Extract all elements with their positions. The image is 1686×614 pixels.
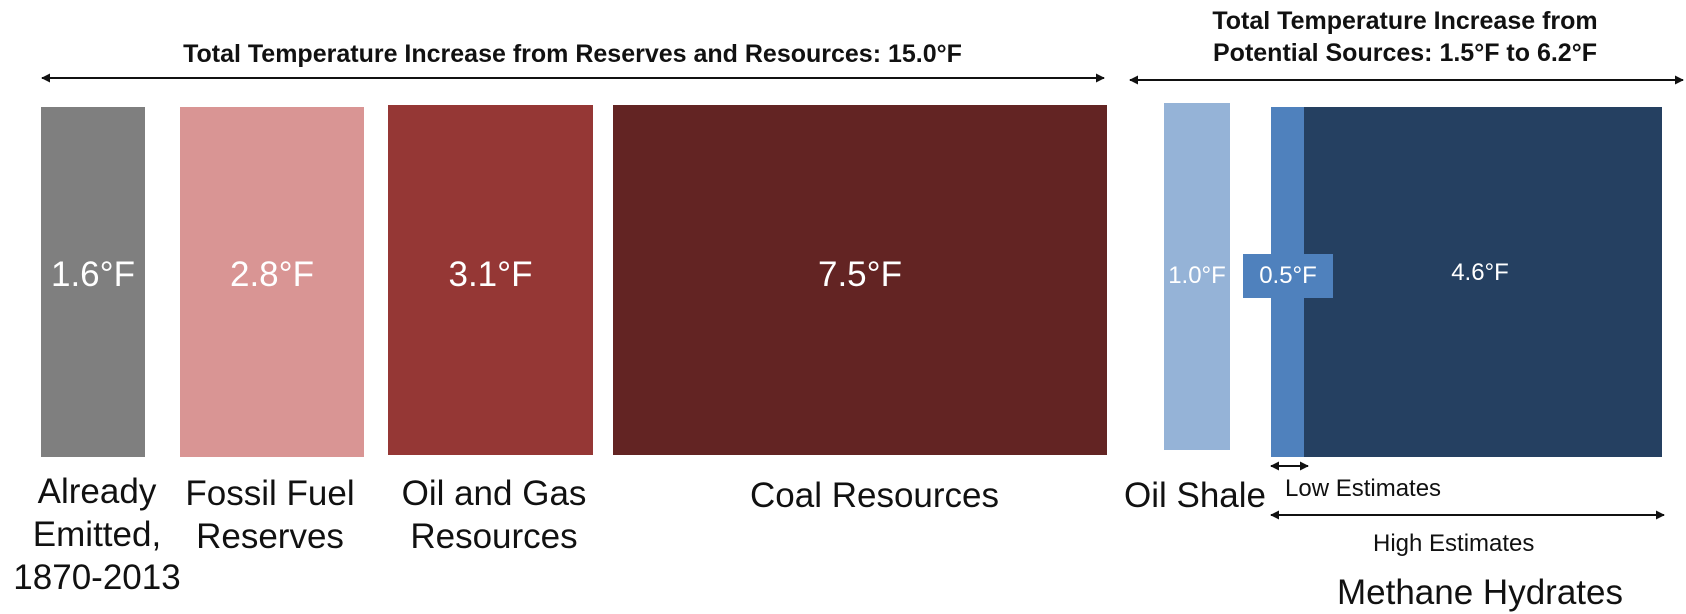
data-label-shale: 1.0°F — [1168, 262, 1226, 290]
category-label-already-line-3: 1870-2013 — [13, 558, 181, 597]
category-label-reserves-line-2: Reserves — [196, 517, 344, 556]
category-label-reserves-line-1: Fossil Fuel — [185, 474, 355, 513]
category-label-methane-hydrates: Methane Hydrates — [1337, 573, 1623, 612]
category-label-shale: Oil Shale — [1085, 474, 1305, 517]
category-label-already-line-2: Emitted, — [32, 515, 162, 554]
bar-methane-high — [1271, 107, 1662, 457]
bar-reserves — [180, 107, 364, 457]
potential-heading-line2: Potential Sources: 1.5°F to 6.2°F — [1213, 39, 1597, 67]
data-label-coal: 7.5°F — [817, 255, 903, 295]
data-label-methane-low: 0.5°F — [1243, 254, 1333, 298]
low-estimates-label: Low Estimates — [1285, 475, 1442, 502]
data-label-reserves: 2.8°F — [229, 255, 315, 295]
reserves-heading: Total Temperature Increase from Reserves… — [183, 40, 962, 68]
category-label-coal: Coal Resources — [750, 474, 999, 517]
potential-heading-line1: Total Temperature Increase from — [1212, 7, 1598, 35]
category-label-already: Already Emitted, 1870-2013 — [0, 470, 207, 599]
potential-heading: Total Temperature Increase from Potentia… — [1130, 5, 1680, 69]
category-label-oilgas-line-1: Oil and Gas — [401, 474, 587, 513]
bar-oilgas — [388, 105, 593, 455]
category-label-already-line-1: Already — [37, 472, 157, 511]
category-label-oilgas: Oil and Gas Resources — [384, 472, 604, 558]
data-label-methane-high: 4.6°F — [1451, 259, 1509, 286]
category-label-shale-line-1: Oil Shale — [1123, 476, 1267, 515]
category-label-coal-line-1: Coal Resources — [750, 476, 999, 515]
category-label-reserves: Fossil Fuel Reserves — [160, 472, 380, 558]
bar-shale — [1164, 103, 1230, 450]
bar-coal — [613, 105, 1107, 455]
category-label-oilgas-line-2: Resources — [410, 517, 578, 556]
data-label-already: 1.6°F — [50, 255, 136, 295]
bar-already — [41, 107, 145, 457]
data-label-oilgas: 3.1°F — [448, 255, 533, 295]
high-estimates-label: High Estimates — [1373, 530, 1535, 557]
